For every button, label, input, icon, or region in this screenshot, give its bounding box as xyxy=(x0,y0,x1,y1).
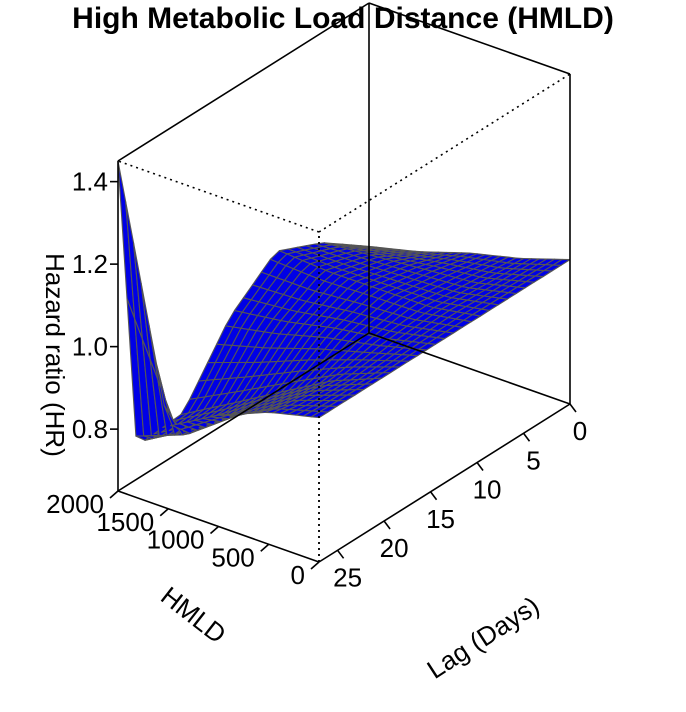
hazard-surface xyxy=(117,160,571,441)
y-tick-label: 15 xyxy=(426,504,455,534)
y-tick xyxy=(383,520,391,530)
x-tick xyxy=(159,508,169,517)
y-tick-label: 10 xyxy=(473,475,502,505)
y-tick xyxy=(336,549,345,559)
x-tick-label: 1000 xyxy=(147,525,205,555)
y-tick xyxy=(522,432,531,442)
surface-facet xyxy=(552,258,571,266)
x-tick xyxy=(209,525,220,535)
box-edge xyxy=(318,403,571,563)
box-edge xyxy=(368,2,571,75)
z-tick-label: 1.4 xyxy=(72,167,108,197)
box-edge xyxy=(117,160,320,233)
bounding-box-front-edges xyxy=(117,2,571,563)
y-axis-label: Lag (Days) xyxy=(422,590,545,684)
y-tick xyxy=(569,403,577,413)
x-tick-label: 2000 xyxy=(46,489,104,519)
y-tick xyxy=(476,462,484,471)
y-tick-label: 25 xyxy=(333,562,362,592)
x-tick-label: 0 xyxy=(291,560,305,590)
x-tick-label: 500 xyxy=(211,542,254,572)
z-tick-label: 1.0 xyxy=(72,332,108,362)
z-axis-label: Hazard ratio (HR) xyxy=(40,253,70,457)
z-tick-label: 0.8 xyxy=(72,414,108,444)
box-edge xyxy=(117,2,370,162)
y-tick-label: 5 xyxy=(526,445,540,475)
x-tick-label: 1500 xyxy=(96,507,154,537)
y-tick-label: 0 xyxy=(573,416,587,446)
x-tick xyxy=(260,543,270,552)
x-tick xyxy=(109,490,119,499)
box-edge xyxy=(368,332,571,405)
y-tick xyxy=(429,491,438,501)
y-tick-label: 20 xyxy=(380,533,409,563)
box-edge xyxy=(117,332,370,492)
box-edge xyxy=(318,73,571,233)
x-axis-label: HMLD xyxy=(155,580,232,649)
x-tick xyxy=(310,561,320,570)
z-tick-label: 1.2 xyxy=(72,249,108,279)
